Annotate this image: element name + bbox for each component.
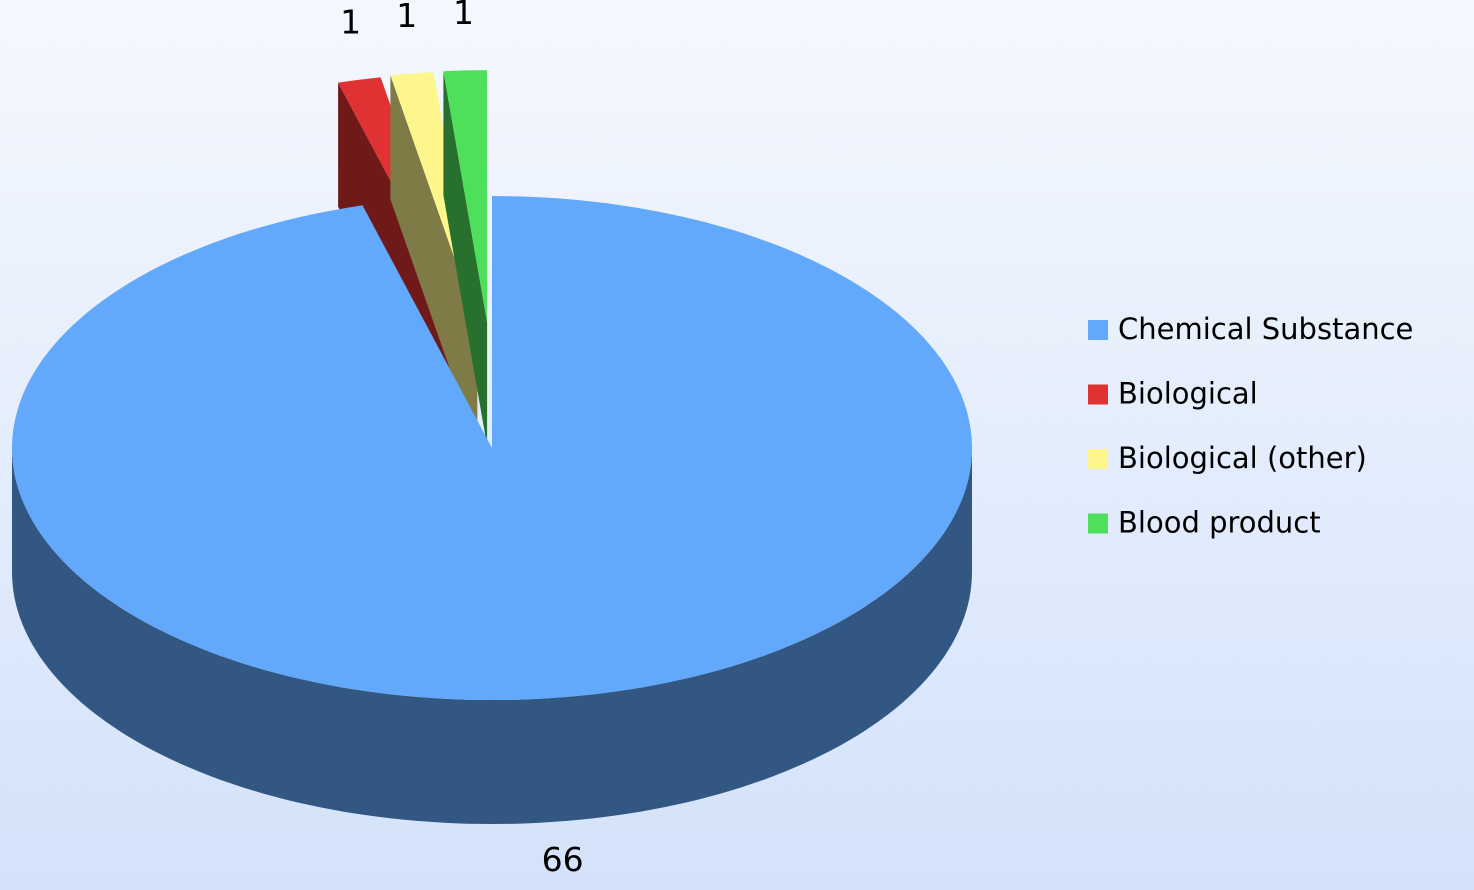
- data-label: 66: [542, 840, 584, 879]
- legend-label: Biological: [1118, 377, 1258, 411]
- data-label: 1: [453, 0, 474, 32]
- legend-label: Biological (other): [1118, 441, 1367, 475]
- slice-side: [12, 448, 972, 824]
- legend-swatch: [1088, 449, 1108, 469]
- slice-wall: [390, 75, 478, 448]
- slice: [12, 196, 972, 700]
- slice-wall: [443, 71, 488, 447]
- legend-label: Blood product: [1118, 506, 1321, 540]
- legend-label: Chemical Substance: [1118, 312, 1413, 346]
- legend-swatch: [1088, 320, 1108, 340]
- data-label: 1: [340, 3, 361, 42]
- slice: [443, 70, 488, 323]
- legend-swatch: [1088, 513, 1108, 534]
- legend-swatch: [1088, 384, 1108, 405]
- data-label: 1: [396, 0, 417, 35]
